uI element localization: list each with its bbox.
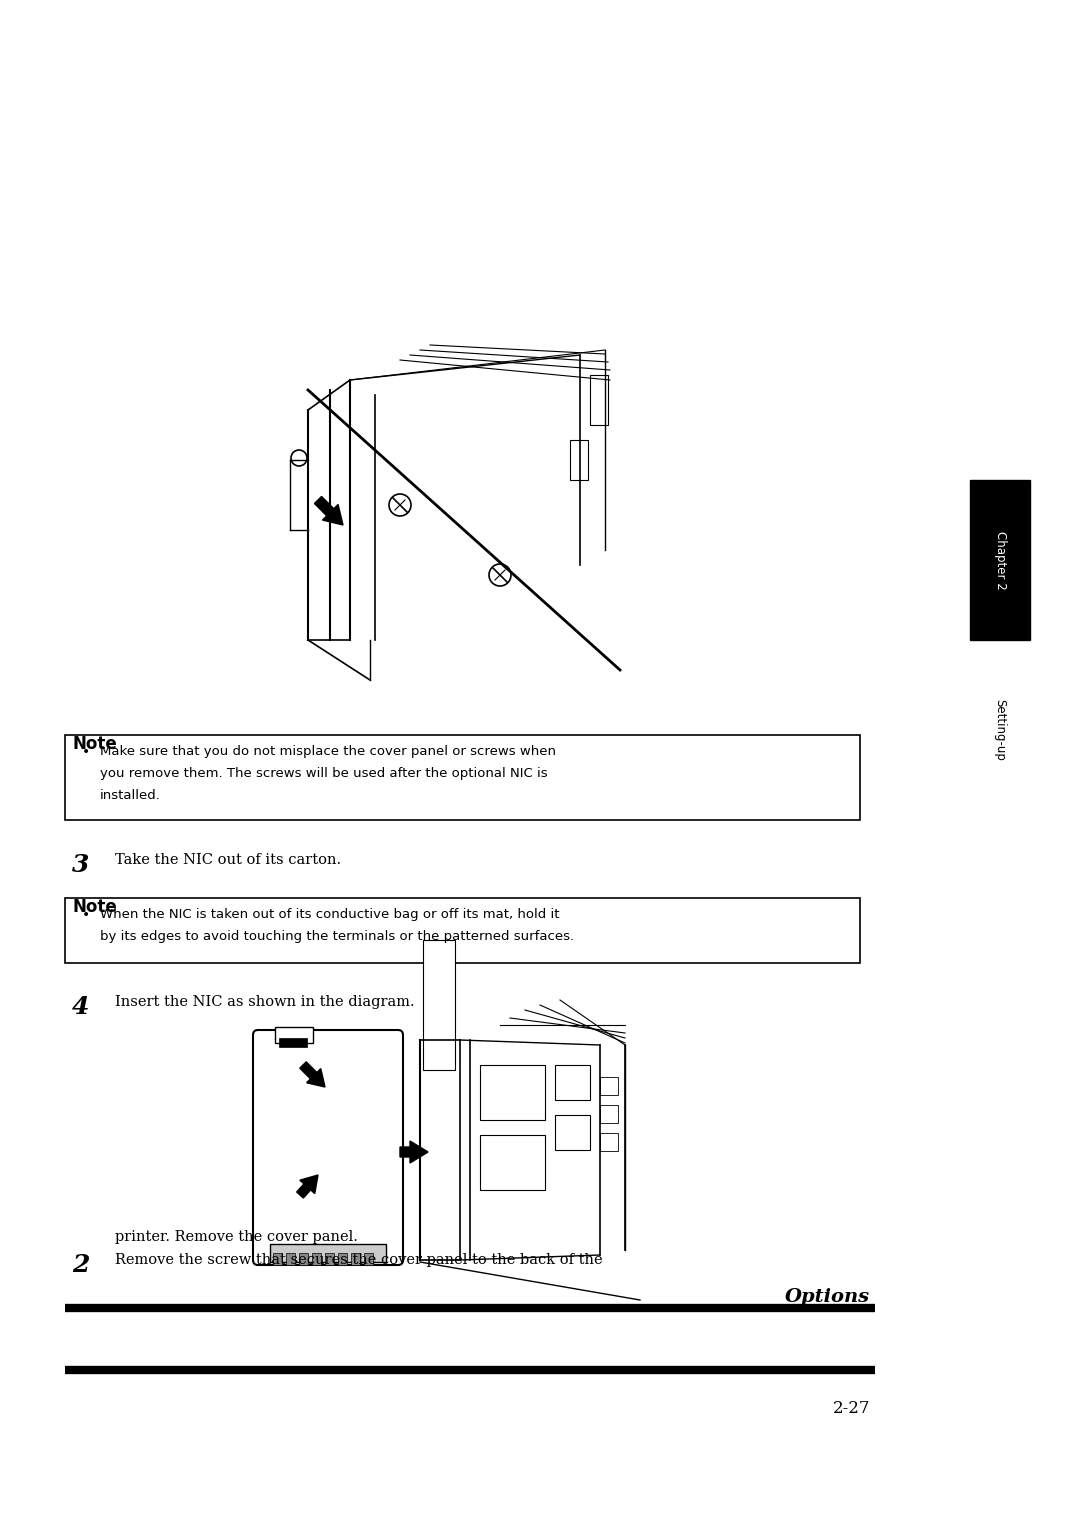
Text: 3: 3 xyxy=(72,853,90,877)
Text: Setting-up: Setting-up xyxy=(994,700,1007,761)
Bar xyxy=(338,1253,347,1265)
Text: you remove them. The screws will be used after the optional NIC is: you remove them. The screws will be used… xyxy=(100,767,548,779)
Text: Options: Options xyxy=(785,1288,870,1306)
Bar xyxy=(364,1253,373,1265)
Bar xyxy=(570,440,588,480)
Bar xyxy=(279,1038,307,1047)
Bar xyxy=(325,1253,334,1265)
Bar xyxy=(270,1244,386,1262)
Bar xyxy=(286,1253,295,1265)
Text: Insert the NIC as shown in the diagram.: Insert the NIC as shown in the diagram. xyxy=(114,995,415,1008)
Text: 2: 2 xyxy=(72,1253,90,1277)
Bar xyxy=(555,1115,590,1151)
Text: When the NIC is taken out of its conductive bag or off its mat, hold it: When the NIC is taken out of its conduct… xyxy=(100,908,559,921)
Bar xyxy=(273,1253,282,1265)
Bar xyxy=(423,940,455,1070)
Text: Note: Note xyxy=(72,735,117,753)
Bar xyxy=(480,1135,545,1190)
FancyArrow shape xyxy=(400,1141,428,1163)
Bar xyxy=(590,374,608,425)
Text: installed.: installed. xyxy=(100,788,161,802)
Bar xyxy=(600,1077,618,1096)
Text: •: • xyxy=(82,746,91,759)
FancyBboxPatch shape xyxy=(253,1030,403,1265)
Bar xyxy=(275,1027,313,1044)
Bar xyxy=(299,1253,308,1265)
Bar xyxy=(555,1065,590,1100)
Text: 4: 4 xyxy=(72,995,90,1019)
Text: •: • xyxy=(82,908,91,921)
FancyArrow shape xyxy=(314,497,343,526)
FancyArrow shape xyxy=(297,1175,318,1198)
Bar xyxy=(65,735,860,821)
Text: Make sure that you do not misplace the cover panel or screws when: Make sure that you do not misplace the c… xyxy=(100,746,556,758)
Bar xyxy=(351,1253,360,1265)
Text: Remove the screw that secures the cover panel to the back of the: Remove the screw that secures the cover … xyxy=(114,1253,603,1267)
Text: 2-27: 2-27 xyxy=(833,1400,870,1416)
Bar xyxy=(65,898,860,963)
Text: printer. Remove the cover panel.: printer. Remove the cover panel. xyxy=(114,1230,357,1244)
Bar xyxy=(600,1105,618,1123)
FancyArrow shape xyxy=(300,1062,325,1086)
Bar xyxy=(312,1253,321,1265)
Bar xyxy=(600,1132,618,1151)
Text: by its edges to avoid touching the terminals or the patterned surfaces.: by its edges to avoid touching the termi… xyxy=(100,931,575,943)
Bar xyxy=(970,480,1030,640)
Text: Note: Note xyxy=(72,898,117,915)
Bar xyxy=(480,1065,545,1120)
Text: Take the NIC out of its carton.: Take the NIC out of its carton. xyxy=(114,853,341,866)
Text: Chapter 2: Chapter 2 xyxy=(994,530,1007,590)
